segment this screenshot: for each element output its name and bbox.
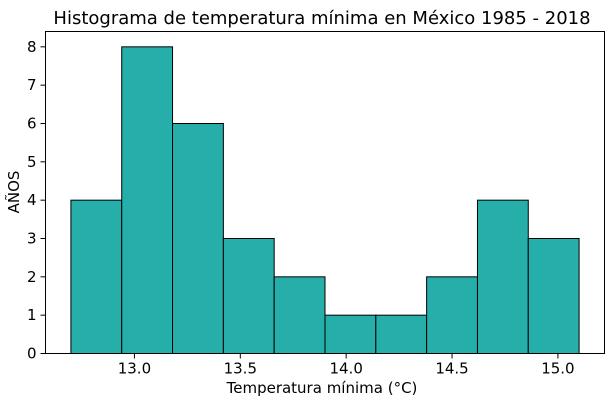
bars-group <box>70 46 580 355</box>
histogram-bar <box>70 199 123 354</box>
y-tick-label: 3 <box>27 230 37 248</box>
histogram-bar <box>426 276 478 355</box>
y-tick-label: 7 <box>27 76 37 94</box>
x-tick-label: 15.0 <box>541 360 574 378</box>
y-tick-label: 2 <box>27 268 37 286</box>
x-tick-label: 13.5 <box>224 360 257 378</box>
y-axis-label: AÑOS <box>4 171 23 214</box>
x-tick-label: 14.0 <box>329 360 362 378</box>
x-axis-ticks: 13.0 13.5 14.0 14.5 15.0 <box>118 353 575 378</box>
y-tick-label: 1 <box>27 306 37 324</box>
x-axis-label: Temperatura mínima (°C) <box>226 379 418 397</box>
histogram-bar <box>172 123 224 354</box>
y-tick-label: 6 <box>27 115 37 133</box>
histogram-bar <box>324 314 377 354</box>
chart-title: Histograma de temperatura mínima en Méxi… <box>53 8 590 29</box>
y-axis-ticks: 0 1 2 3 4 5 6 7 8 <box>27 38 46 363</box>
y-tick-label: 0 <box>27 345 37 363</box>
histogram-bar <box>375 314 428 354</box>
x-tick-label: 14.5 <box>435 360 468 378</box>
y-tick-label: 5 <box>27 153 37 171</box>
plot-frame <box>45 31 605 354</box>
histogram-bar <box>273 276 326 355</box>
histogram-bar <box>476 199 529 354</box>
histogram-bar <box>527 238 580 354</box>
histogram-bar <box>222 238 275 354</box>
y-tick-label: 8 <box>27 38 37 56</box>
y-tick-label: 4 <box>27 191 37 209</box>
x-tick-label: 13.0 <box>118 360 151 378</box>
histogram-bar <box>121 46 174 354</box>
